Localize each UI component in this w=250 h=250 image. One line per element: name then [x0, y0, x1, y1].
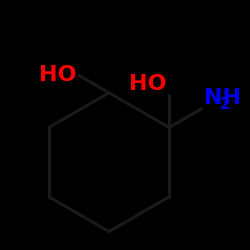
Text: HO: HO: [39, 66, 76, 86]
Text: HO: HO: [129, 74, 167, 94]
Text: 2: 2: [220, 97, 230, 112]
Text: NH: NH: [204, 88, 241, 108]
